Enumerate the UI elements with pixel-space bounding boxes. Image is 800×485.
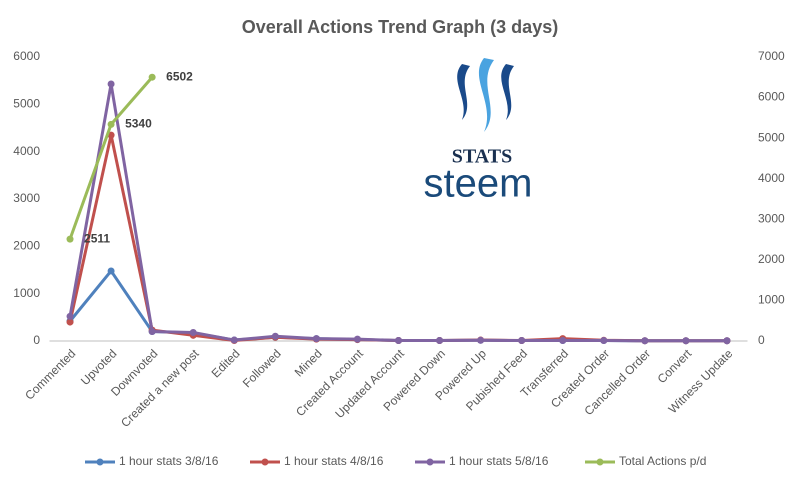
y-tick-label: 5000 [13,97,40,111]
y2-tick-label: 4000 [758,171,785,185]
data-label: 2511 [84,231,110,245]
series-marker [107,120,115,128]
series-marker [66,312,74,320]
series-marker [559,337,567,345]
legend-marker [426,458,434,466]
series-marker [66,235,74,243]
y-tick-label: 3000 [13,191,40,205]
legend-marker [96,458,104,466]
logo-top: STATS [452,146,512,168]
series-marker [477,336,485,344]
y-tick-label: 4000 [13,144,40,158]
legend-label: 1 hour stats 3/8/16 [119,454,219,468]
series-marker [436,337,444,345]
y2-tick-label: 7000 [758,49,785,63]
legend-label: 1 hour stats 4/8/16 [284,454,384,468]
logo-bottom: steem [424,162,533,206]
y2-tick-label: 0 [758,333,765,347]
y2-tick-label: 2000 [758,252,785,266]
legend-marker [261,458,269,466]
y-tick-label: 6000 [13,49,40,63]
series-marker [66,318,74,326]
chart-title: Overall Actions Trend Graph (3 days) [242,17,558,37]
series-marker [189,328,197,336]
series-marker [230,336,238,344]
y2-tick-label: 1000 [758,293,785,307]
y2-tick-label: 5000 [758,130,785,144]
logo: STATS steem [424,58,533,206]
y-tick-label: 2000 [13,239,40,253]
y2-tick-label: 3000 [758,211,785,225]
series-marker [518,337,526,345]
y-tick-label: 1000 [13,286,40,300]
series-marker [395,337,402,345]
y2-tick-label: 6000 [758,90,785,104]
legend-label: 1 hour stats 5/8/16 [449,454,549,468]
series-marker [312,335,320,343]
series-marker [148,73,156,81]
series-marker [682,337,690,345]
data-label: 5340 [125,117,152,131]
logo-swoosh [457,64,470,120]
legend-label: Total Actions p/d [619,454,706,468]
series-marker [271,332,279,340]
series-marker [723,337,731,345]
data-label: 6502 [166,69,193,83]
legend-marker [596,458,604,466]
logo-swoosh [478,58,494,132]
y-tick-label: 0 [33,333,40,347]
series-marker [641,337,649,345]
series-marker [600,337,608,345]
series-marker [107,267,115,275]
series-marker [148,328,156,336]
series-marker [107,80,115,88]
logo-swoosh [501,64,514,120]
series-marker [353,335,361,343]
